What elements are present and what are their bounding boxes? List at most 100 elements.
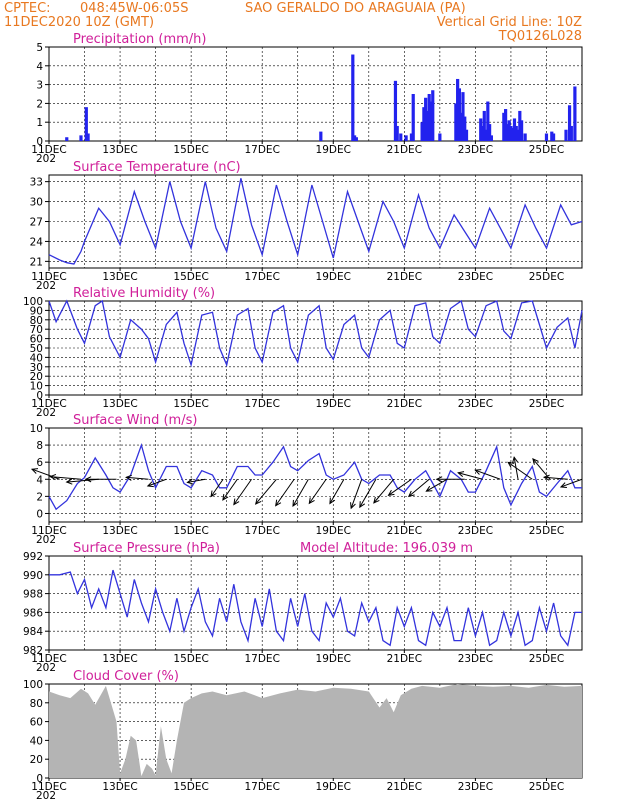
wind-arrow-shaft [308,478,327,504]
panel-title: Cloud Cover (%) [73,669,179,684]
y-tick-label: 70 [30,324,43,336]
wind-arrow [407,478,430,498]
wind-arrow-shaft [475,469,501,480]
wind-arrow-shaft [544,476,568,480]
y-tick-label: 3 [36,80,43,92]
x-tick-label: 21DEC [387,271,422,283]
precip-bar [457,88,462,141]
precip-bar [511,127,515,141]
wind-arrow [359,479,377,509]
precip-bar [519,120,524,141]
wind-arrow-head [532,458,539,465]
precip-bar [507,120,511,141]
wind-arrow-shaft [426,478,448,492]
wind-arrow-shaft [255,478,277,505]
wind-arrow-shaft [507,462,533,480]
panel-annotation: Model Altitude: 196.039 m [300,541,473,556]
precip-bar [411,94,415,141]
wind-arrow [308,478,327,505]
precip-bar [409,133,414,141]
precip-bar [569,125,573,141]
source-label: CPTEC: [4,1,51,16]
y-tick-label: 984 [23,626,43,638]
x-tick-label: 25DEC [529,525,564,537]
wind-arrow [210,478,224,498]
x-tick-label: 17DEC [244,144,279,156]
wind-arrow [254,478,277,505]
y-tick-label: 2 [36,491,43,503]
x-tick-label: 11DEC [31,271,66,283]
x-tick-label: 15DEC [173,398,208,410]
y-tick-label: 80 [30,315,43,327]
precip-bar [567,105,572,141]
x-tick-label: 19DEC [316,781,351,793]
wind-arrow-shaft [292,479,309,507]
wind-arrow-shaft [350,479,363,509]
x-tick-label: 15DEC [173,525,208,537]
precip-bar [429,101,433,141]
wind-arrow [542,474,568,481]
panel-5: 982 984 986 988 990 992 11DEC 13DEC 15DEC 17DEC 19… [23,541,583,674]
y-tick-label: 40 [30,735,43,747]
y-tick-label: 10 [30,423,43,435]
precip-bar [544,133,549,141]
wind-arrow [425,478,448,492]
precip-bar [489,135,493,141]
y-tick-label: 5 [36,42,43,54]
wind-arrow-head [146,481,154,488]
wind-arrow-head [254,498,262,505]
y-tick-label: 6 [36,457,43,469]
x-tick-label: 15DEC [173,144,208,156]
wind-arrow [457,471,483,480]
wind-arrow-head [559,482,567,489]
x-tick-label: 23DEC [458,653,493,665]
y-tick-label: 8 [36,440,43,452]
wind-arrow-head [329,497,336,505]
x-tick-label: 19DEC [316,144,351,156]
panel-2: 21 24 27 30 33 11DEC 13DEC 15DEC 17DEC 19DEC 21DEC… [30,160,583,292]
y-tick-label: 90 [30,305,43,317]
panel-1: 0 1 2 3 4 5 11DEC 13DEC 15DEC 17DEC 19DEC 21DEC 23DE… [31,32,583,165]
y-tick-label: 992 [23,551,43,563]
y-tick-label: 24 [30,236,44,248]
wind-arrow [387,478,412,496]
wind-arrow-head [373,496,380,504]
wind-arrow [292,479,309,507]
panel-title: Precipitation (mm/h) [73,32,206,47]
x-tick-label: 23DEC [458,144,493,156]
precip-bar [484,129,488,141]
x-tick-label: 21DEC [387,781,422,793]
precip-bar [351,54,355,141]
y-tick-label: 20 [30,754,43,766]
wind-arrow [275,478,295,507]
series-line [48,178,583,265]
precip-bar [550,131,554,141]
wind-arrow-head [210,490,217,498]
y-tick-label: 21 [30,256,43,268]
panel-title: Surface Pressure (hPa) [73,541,220,556]
wind-arrow [474,469,501,480]
model-code-label: TQ0126L028 [498,29,582,44]
wind-arrow-head [125,474,132,481]
precip-bar [399,133,403,141]
wind-arrow [146,478,167,488]
precip-bar [516,129,520,141]
x-tick-label: 15DEC [173,653,208,665]
year-label: 202 [36,790,56,800]
precip-bar [404,135,408,141]
wind-arrow-head [542,474,550,481]
y-tick-label: 60 [30,334,43,346]
precip-bar [393,80,398,141]
y-tick-label: 988 [23,589,43,601]
x-tick-label: 21DEC [387,398,422,410]
series-line [48,299,583,368]
y-tick-label: 982 [23,645,43,657]
wind-arrow-head [387,489,395,496]
wind-arrow [30,468,60,480]
y-tick-label: 4 [36,61,43,73]
x-tick-label: 25DEC [529,781,564,793]
init-time-label: 11DEC2020 10Z (GMT) [4,15,154,30]
wind-arrow-shaft [233,478,252,505]
panel-title: Relative Humidity (%) [73,286,215,301]
